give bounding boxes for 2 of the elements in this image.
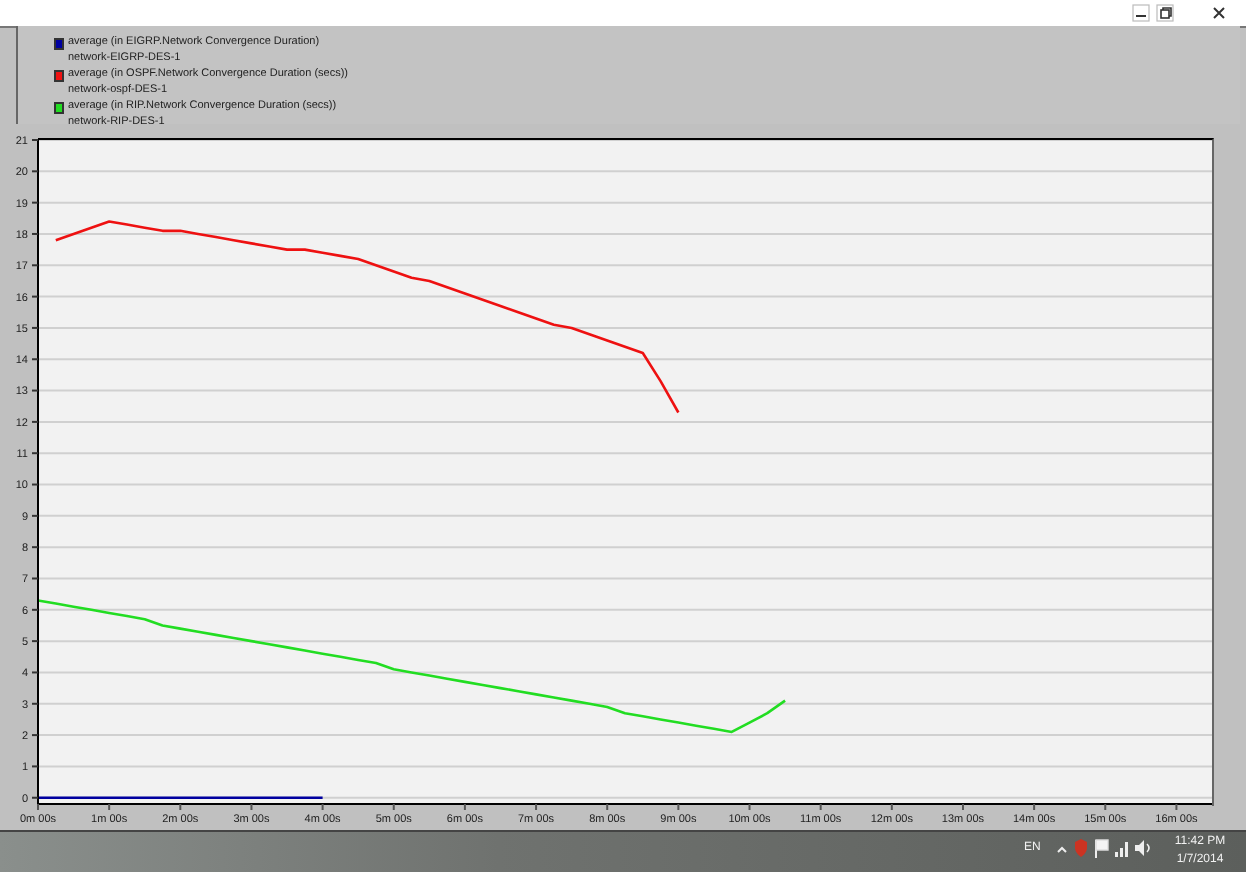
- line-series: [36, 599, 787, 734]
- line-series: [54, 220, 680, 414]
